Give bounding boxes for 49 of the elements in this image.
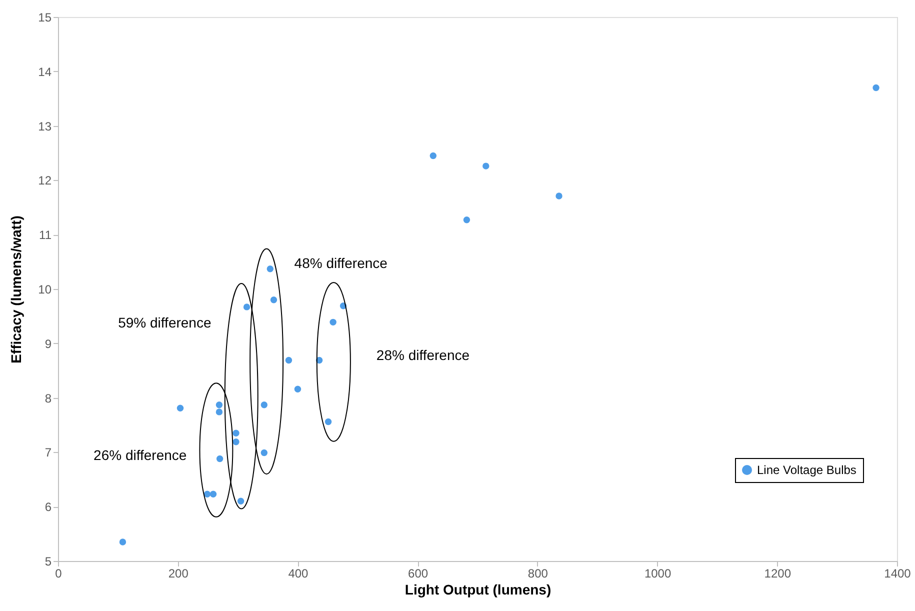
point: [216, 408, 223, 416]
point: [243, 304, 250, 310]
annotation: 26% difference: [94, 447, 187, 464]
point: [260, 402, 268, 408]
y-tick-label: 5: [44, 554, 52, 568]
x-tick-label: 600: [408, 566, 428, 580]
y-tick-label: 14: [38, 64, 52, 79]
x-tick-label: 1200: [764, 566, 792, 580]
y-tick-label: 13: [38, 119, 52, 134]
x-tick-label: 800: [528, 566, 548, 580]
point: [463, 216, 470, 224]
point: [556, 192, 562, 200]
y-tick-label: 15: [38, 10, 52, 24]
y-tick-label: 8: [44, 391, 52, 406]
y-tick-label: 7: [44, 446, 52, 460]
point: [330, 318, 336, 326]
x-tick-label: 1000: [644, 566, 672, 580]
y-tick-label: 11: [39, 228, 52, 242]
y-tick-label: 9: [44, 336, 52, 351]
y-axis-title: Efficacy (lumens/watt): [8, 216, 24, 364]
point: [266, 266, 274, 272]
y-tick-label: 12: [38, 174, 52, 188]
point: [430, 152, 437, 160]
annotation: 28% difference: [376, 346, 470, 363]
legend-label: Line Voltage Bulbs: [757, 463, 856, 477]
x-tick-label: 400: [288, 566, 309, 580]
point: [294, 386, 302, 392]
annotation: 59% difference: [118, 314, 212, 330]
point: [176, 404, 184, 412]
point: [216, 455, 224, 462]
point: [232, 438, 240, 446]
x-tick-label: 1400: [884, 566, 912, 580]
point: [232, 430, 240, 437]
x-tick-label: 200: [168, 566, 189, 580]
point: [324, 418, 332, 426]
point: [119, 538, 126, 546]
point: [237, 498, 244, 505]
x-axis-title: Light Output (lumens): [404, 582, 552, 598]
point: [270, 296, 278, 304]
x-tick-label: 0: [55, 566, 62, 580]
point: [210, 490, 217, 498]
point: [482, 162, 490, 170]
annotation: 48% difference: [294, 254, 388, 271]
point: [285, 356, 292, 364]
y-tick-label: 10: [38, 282, 52, 296]
point: [216, 402, 223, 408]
point: [872, 84, 880, 92]
y-tick-label: 6: [44, 500, 52, 514]
point: [260, 449, 268, 456]
